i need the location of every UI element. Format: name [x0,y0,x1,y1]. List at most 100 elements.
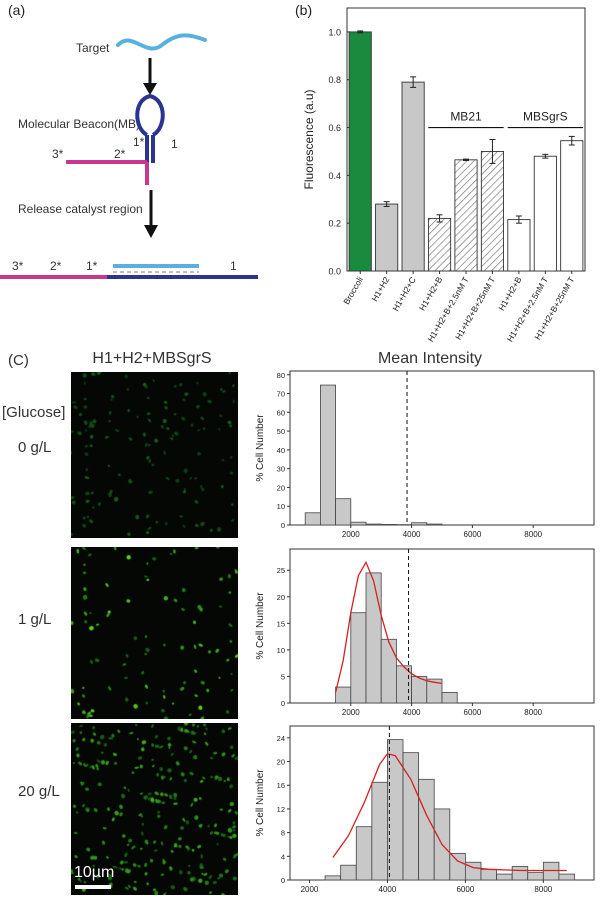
y-tick-label-5: 50 [277,427,285,436]
histogram-bar-7 [441,691,458,704]
histogram-bar-6 [426,678,443,704]
scale-bar-label: 10µm [74,864,115,881]
histogram-bar-4 [365,523,382,526]
x-tick-label-0: 2000 [301,885,319,894]
micrograph-1gL [71,547,238,719]
histogram-bar-4 [387,739,404,881]
micrograph-0gL [71,372,238,538]
x-tick-label-0: 2000 [342,708,360,717]
bar-5 [480,151,505,272]
arrow-head-2 [144,225,158,238]
y-tick-label-4: 20 [277,593,285,602]
stem-label-1: 1 [171,137,178,151]
scale-bar [75,885,111,889]
y-tick-label-0: 0.0 [328,267,341,277]
panel-b-label: (b) [295,2,312,18]
y-tick-label-3: 0.6 [328,123,341,133]
group-label-mb21: MB21 [450,110,482,124]
y-tick-label-5: 1.0 [328,27,341,37]
x-tick-label-1: 4000 [403,708,421,717]
x-tick-label-1: H1+H2 [369,275,391,303]
x-tick-label-3: 8000 [524,708,542,717]
histogram-bar-11 [496,873,513,881]
bar-0 [348,31,372,272]
panel-a-diagram: (a) Target Molecular Beacon(MB) 3* 2* 1*… [0,2,258,279]
y-axis-label: % Cell Number [255,769,266,837]
histogram-bar-7 [411,522,428,526]
panel-a-label: (a) [8,2,25,18]
group-label-mbsgrs: MBSgrS [523,110,568,124]
y-tick-label-4: 16 [277,781,285,790]
histogram-bar-3 [371,781,388,881]
y-axis-label: % Cell Number [255,592,266,660]
bar-7 [533,155,557,272]
y-tick-label-8: 80 [277,371,285,380]
y-tick-label-6: 24 [277,734,285,743]
x-tick-label-0: Broccoli [341,275,365,306]
x-tick-label-3: 8000 [524,530,542,539]
histogram-bar-2 [355,826,373,881]
histogram-bar-15 [558,873,575,881]
stem-label-3star: 3* [52,147,64,161]
x-tick-label-2: 6000 [464,530,482,539]
beacon-loop [135,93,165,137]
y-tick-label-5: 20 [277,758,285,767]
histogram-bar-8 [426,523,443,526]
bottom-label-1: 1 [230,259,237,273]
x-tick-label-6: H1+H2+B [496,275,523,313]
y-tick-label-4: 40 [277,446,285,455]
y-tick-label-3: 15 [277,619,285,628]
y-axis-label: % Cell Number [255,414,266,482]
condition-label-2: 20 g/L [18,783,60,800]
y-tick-label-0: 0 [281,876,285,885]
y-tick-label-2: 10 [277,646,285,655]
histogram-bar-0 [335,686,352,704]
y-tick-label-0: 0 [281,521,285,530]
image-column-header: H1+H2+MBSgrS [92,350,212,367]
y-tick-label-6: 60 [277,408,285,417]
histogram-bar-10 [480,868,497,881]
bar-2 [401,81,425,272]
bottom-label-3star: 3* [12,259,24,273]
y-tick-label-2: 20 [277,483,285,492]
bar-1 [375,203,399,272]
glucose-label: [Glucose] [2,404,66,421]
histogram-bar-1 [320,384,337,526]
panel-c-label: (C) [8,352,29,369]
histogram-20gL: 2000 4000 6000 8000 0 4 8 12 16 20 24 % Cell Number [255,725,595,894]
bar-3 [427,217,452,272]
x-tick-label-2: 6000 [464,708,482,717]
bar-6 [507,219,531,272]
stem-label-1star: 1* [133,135,145,149]
bottom-label-2star: 2* [50,259,62,273]
bar-4 [454,159,478,272]
panel-b-bar-chart: (b) 0.0 0.2 0.4 0.6 0.8 1.0 Fluorescence (a.u)… [295,2,586,344]
x-tick-label-3: 8000 [534,885,552,894]
y-tick-label-3: 12 [277,805,285,814]
histogram-bar-8 [449,852,466,881]
histogram-bar-3 [350,521,367,526]
x-tick-label-3: H1+H2+B [417,275,444,313]
x-tick-label-1: 4000 [379,885,397,894]
histogram-1gL: 2000 4000 6000 8000 0 5 10 15 20 25 % Cell Number [255,548,595,717]
y-tick-label-2: 8 [281,829,285,838]
fit-curve [332,753,567,872]
x-tick-label-2: 6000 [456,885,474,894]
histogram-bar-6 [418,778,435,881]
stem-label-2star: 2* [114,147,126,161]
y-tick-label-1: 4 [281,852,285,861]
condition-label-1: 1 g/L [18,611,52,628]
bar-8 [560,140,584,272]
target-label: Target [76,41,110,55]
histogram-0gL: 2000 4000 6000 8000 0 10 20 30 40 50 60 70 80 % Cell … [255,370,595,539]
x-tick-label-0: 2000 [342,530,360,539]
bottom-label-1star: 1* [86,259,98,273]
histogram-bar-1 [350,612,367,704]
y-tick-label-1: 5 [281,672,285,681]
histogram-bar-1 [340,864,357,881]
histogram-bar-3 [380,638,397,704]
y-tick-label-4: 0.8 [328,75,341,85]
histogram-bar-2 [335,498,352,526]
y-axis-label: Fluorescence (a.u) [302,89,316,189]
y-tick-label-5: 25 [277,566,285,575]
